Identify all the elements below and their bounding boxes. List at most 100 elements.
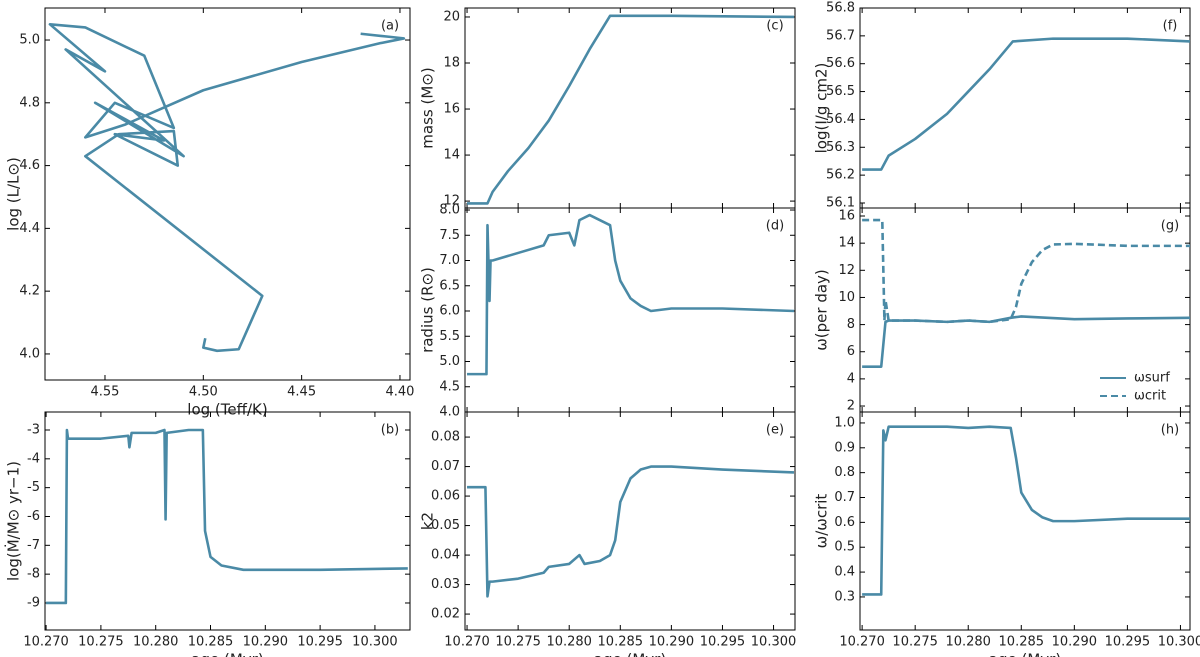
data-line — [862, 37, 1191, 171]
y-axis-label: k2 — [419, 512, 437, 530]
x-tick-label: 10.280 — [133, 635, 179, 650]
panel-label: (e) — [766, 423, 784, 438]
y-axis-label: ω/ωcrit — [813, 494, 831, 549]
y-tick-label: 4.0 — [19, 346, 40, 361]
y-tick-label: -5 — [27, 480, 40, 495]
y-tick-label: 0.3 — [834, 589, 855, 604]
y-tick-label: 1.0 — [834, 415, 855, 430]
y-tick-label: 0.04 — [431, 548, 460, 563]
y-tick-label: 12 — [838, 263, 855, 278]
y-tick-label: 16 — [443, 102, 460, 117]
x-tick-label: 10.290 — [243, 635, 289, 650]
x-tick-label: 10.295 — [700, 635, 746, 650]
y-tick-label: 0.05 — [431, 518, 460, 533]
x-tick-label: 4.45 — [287, 385, 316, 400]
y-tick-label: 5.5 — [439, 329, 460, 344]
data-line — [48, 23, 406, 353]
y-tick-label: 4.6 — [19, 158, 40, 173]
panel-label: (d) — [766, 219, 784, 234]
y-tick-label: 14 — [838, 236, 855, 251]
legend-label: ωsurf — [1134, 371, 1170, 386]
axes-frame — [464, 7, 796, 209]
axes-frame — [859, 411, 1191, 631]
panel-label: (a) — [381, 19, 399, 34]
y-tick-label: 0.4 — [834, 565, 855, 580]
y-tick-label: 56.4 — [826, 112, 855, 127]
data-line — [467, 465, 795, 598]
y-axis-label: log(I/g cm2) — [813, 63, 831, 154]
x-tick-label: 10.270 — [23, 635, 69, 650]
x-tick-label: 10.290 — [649, 635, 695, 650]
panel-label: (b) — [381, 423, 399, 438]
y-tick-label: 56.8 — [826, 1, 855, 16]
y-tick-label: 8 — [847, 317, 855, 332]
y-tick-label: -6 — [27, 509, 40, 524]
y-tick-label: 0.03 — [431, 577, 460, 592]
x-tick-label: 10.275 — [78, 635, 124, 650]
y-tick-label: 56.3 — [826, 140, 855, 155]
y-tick-label: 5.0 — [439, 354, 460, 369]
y-tick-label: 56.1 — [826, 195, 855, 210]
x-tick-label: 10.270 — [839, 635, 885, 650]
panel-label: (c) — [766, 19, 783, 34]
data-line — [862, 315, 1191, 368]
data-line — [862, 218, 1190, 324]
y-tick-label: 4.2 — [19, 284, 40, 299]
x-tick-label: 10.285 — [188, 635, 234, 650]
x-tick-label: 10.290 — [1052, 635, 1098, 650]
y-tick-label: 4.8 — [19, 95, 40, 110]
x-axis-label: age (Myr) — [191, 651, 263, 657]
x-axis-label: age (Myr) — [594, 651, 666, 657]
y-tick-label: 7.0 — [439, 253, 460, 268]
data-line — [862, 425, 1190, 596]
y-tick-label: 4 — [847, 371, 855, 386]
data-line — [467, 14, 794, 205]
axes-frame — [44, 411, 411, 631]
x-tick-label: 10.285 — [999, 635, 1045, 650]
y-tick-label: 20 — [443, 9, 460, 24]
y-tick-label: 8.0 — [439, 203, 460, 218]
y-tick-label: 56.6 — [826, 56, 855, 71]
legend-label: ωcrit — [1134, 389, 1166, 404]
x-tick-label: 10.300 — [751, 635, 797, 650]
y-tick-label: -7 — [27, 538, 40, 553]
y-tick-label: 0.5 — [834, 540, 855, 555]
y-tick-label: 56.2 — [826, 168, 855, 183]
y-tick-label: 6.0 — [439, 304, 460, 319]
y-tick-label: -4 — [27, 451, 40, 466]
y-tick-label: 16 — [838, 209, 855, 224]
data-line — [46, 428, 408, 605]
y-tick-label: 0.02 — [431, 607, 460, 622]
axes-frame — [464, 411, 796, 631]
data-line — [467, 213, 795, 376]
y-tick-label: 6 — [847, 344, 855, 359]
x-tick-label: 4.40 — [385, 385, 414, 400]
x-tick-label: 10.275 — [892, 635, 938, 650]
x-tick-label: 10.285 — [598, 635, 644, 650]
x-axis-label: log (Teff/K) — [187, 401, 267, 419]
y-tick-label: 6.5 — [439, 278, 460, 293]
y-axis-label: ω(per day) — [813, 269, 831, 351]
x-tick-label: 10.280 — [945, 635, 991, 650]
y-tick-label: 2 — [847, 399, 855, 414]
y-tick-label: 12 — [443, 194, 460, 209]
panel-label: (f) — [1163, 19, 1178, 34]
x-tick-label: 10.295 — [1105, 635, 1151, 650]
x-tick-label: 10.280 — [546, 635, 592, 650]
y-tick-label: 18 — [443, 56, 460, 71]
x-tick-label: 10.295 — [297, 635, 343, 650]
y-tick-label: 0.6 — [834, 515, 855, 530]
y-tick-label: 0.8 — [834, 465, 855, 480]
y-axis-label: log (L/L⊙) — [5, 157, 23, 231]
y-tick-label: 14 — [443, 148, 460, 163]
y-tick-label: 0.08 — [431, 430, 460, 445]
axes-frame — [44, 7, 411, 381]
y-tick-label: 4.4 — [19, 221, 40, 236]
x-tick-label: 4.55 — [91, 385, 120, 400]
y-tick-label: 10 — [838, 290, 855, 305]
y-tick-label: 0.07 — [431, 459, 460, 474]
y-tick-label: 0.06 — [431, 489, 460, 504]
y-tick-label: 4.5 — [439, 379, 460, 394]
x-tick-label: 10.270 — [444, 635, 490, 650]
